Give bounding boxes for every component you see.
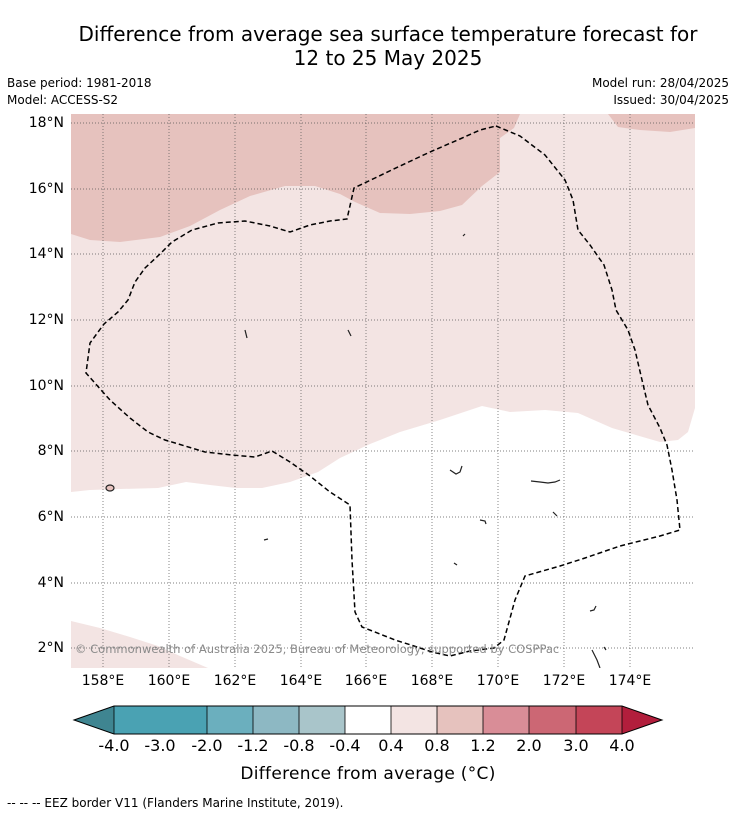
anomaly-region-ne-0.8-1.2 — [608, 114, 695, 132]
colorbar-segment — [483, 706, 529, 734]
lat-label: 16°N — [28, 181, 64, 197]
colorbar-segment — [391, 706, 437, 734]
colorbar-tick: -3.0 — [144, 736, 176, 755]
colorbar-tick: -0.4 — [329, 736, 361, 755]
lat-label: 14°N — [28, 246, 64, 262]
colorbar-segment — [207, 706, 253, 734]
colorbar-tick: -1.2 — [237, 736, 269, 755]
base-period: Base period: 1981-2018 — [7, 76, 152, 90]
map-title: Difference from average sea surface temp… — [40, 22, 736, 70]
model-run: Model run: 28/04/2025 — [591, 76, 729, 90]
eez-legend-footnote: -- -- -- EEZ border V11 (Flanders Marine… — [7, 796, 344, 810]
colorbar-segment — [299, 706, 345, 734]
lat-label: 2°N — [37, 640, 64, 656]
colorbar-tick: -0.8 — [283, 736, 315, 755]
lon-label: 158°E — [81, 673, 125, 689]
colorbar-tick: 3.0 — [563, 736, 589, 755]
lon-label: 164°E — [279, 673, 323, 689]
anomaly-region-south-0.4-0.8 — [71, 621, 208, 668]
lat-label: 6°N — [37, 509, 64, 525]
colorbar-high-extension — [622, 706, 662, 734]
lat-label: 8°N — [37, 443, 64, 459]
lat-label: 4°N — [37, 575, 64, 591]
anomaly-region-0.4-0.8 — [71, 114, 695, 492]
title-line-1: Difference from average sea surface temp… — [78, 22, 698, 46]
meta-right: Model run: 28/04/2025 Issued: 30/04/2025 — [592, 75, 729, 109]
colorbar-segment — [529, 706, 576, 734]
meta-left: Base period: 1981-2018 Model: ACCESS-S2 — [7, 75, 152, 109]
model-name: Model: ACCESS-S2 — [7, 93, 119, 107]
colorbar-segment — [576, 706, 622, 734]
eez-border — [85, 125, 681, 657]
lat-label: 10°N — [28, 378, 64, 394]
title-line-2: 12 to 25 May 2025 — [293, 46, 483, 70]
colorbar-tick: 0.4 — [378, 736, 404, 755]
colorbar-tick: 4.0 — [609, 736, 635, 755]
colorbar-tick: -2.0 — [191, 736, 223, 755]
lon-label: 160°E — [147, 673, 191, 689]
colorbar-segment — [345, 706, 391, 734]
attribution: © Commonwealth of Australia 2025, Bureau… — [75, 642, 560, 656]
lon-label: 168°E — [410, 673, 454, 689]
lat-label: 18°N — [28, 115, 64, 131]
colorbar-tick: 0.8 — [424, 736, 450, 755]
colorbar-segment — [437, 706, 483, 734]
colorbar — [72, 705, 664, 735]
colorbar-low-extension — [74, 706, 114, 734]
islands — [105, 233, 607, 668]
issued-date: Issued: 30/04/2025 — [613, 93, 729, 107]
lon-label: 162°E — [213, 673, 257, 689]
lat-label: 12°N — [28, 312, 64, 328]
map-plot-area — [71, 114, 695, 668]
colorbar-tick: 1.2 — [470, 736, 496, 755]
lon-label: 174°E — [608, 673, 652, 689]
lon-label: 166°E — [344, 673, 388, 689]
lon-label: 170°E — [476, 673, 520, 689]
graticule — [71, 114, 695, 668]
anomaly-region-0.8-1.2 — [71, 114, 520, 242]
lon-label: 172°E — [542, 673, 586, 689]
colorbar-segment — [253, 706, 299, 734]
colorbar-tick: 2.0 — [516, 736, 542, 755]
colorbar-segment — [114, 706, 207, 734]
colorbar-label: Difference from average (°C) — [240, 764, 496, 784]
colorbar-tick: -4.0 — [98, 736, 130, 755]
